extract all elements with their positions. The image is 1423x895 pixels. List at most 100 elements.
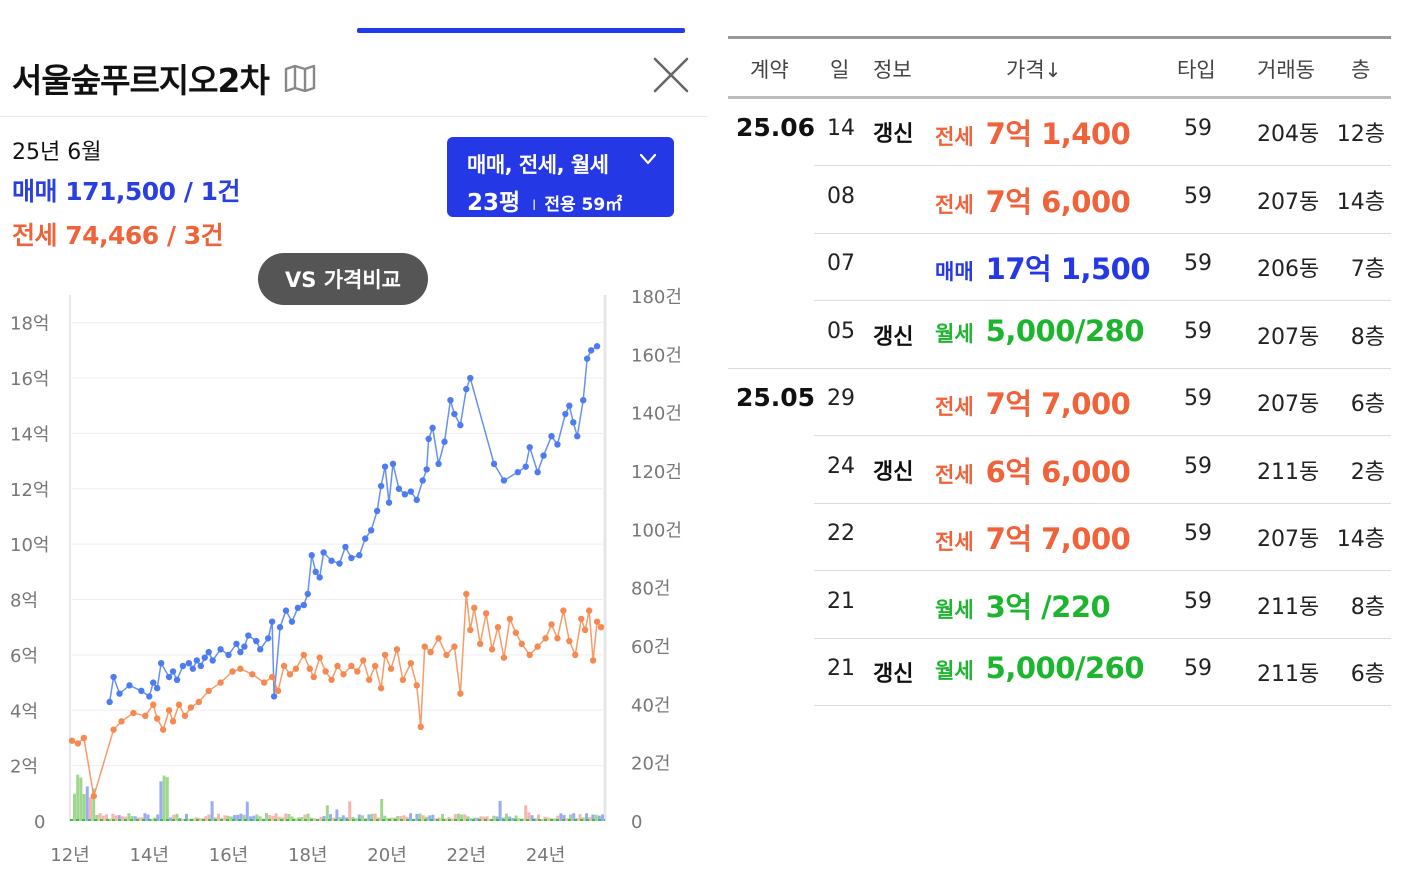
data-point (328, 557, 335, 564)
data-point (463, 590, 470, 598)
volume-bar (265, 813, 268, 821)
row-divider (814, 705, 1391, 706)
volume-bar (290, 816, 294, 821)
data-point (165, 673, 173, 681)
row-divider (814, 570, 1391, 571)
data-point (377, 684, 385, 692)
data-point (381, 651, 389, 659)
data-point (562, 410, 569, 418)
close-icon[interactable] (650, 54, 692, 96)
data-point (233, 640, 240, 648)
header-price[interactable]: 가격↓ (1006, 54, 1061, 84)
data-point (534, 468, 541, 476)
volume-bar (559, 813, 563, 821)
cell-price: 전세 7억 7,000 (935, 516, 1131, 558)
y-left-tick: 6억 (10, 646, 38, 667)
header-type[interactable]: 타입 (1177, 58, 1216, 82)
data-point (106, 698, 113, 706)
data-point (245, 632, 252, 639)
data-point (385, 499, 393, 506)
data-point (413, 496, 420, 504)
table-row[interactable]: 08 전세 7억 6,000 59 207동 14층 (728, 167, 1391, 234)
data-point (593, 343, 601, 350)
volume-bar (306, 813, 310, 821)
data-point (407, 488, 415, 495)
data-point (393, 646, 401, 653)
cell-floor: 14층 (1336, 527, 1385, 552)
price-kind: 월세 (935, 659, 974, 683)
row-divider (814, 165, 1391, 166)
data-point (274, 687, 282, 695)
data-point (366, 676, 373, 684)
price-value: 17억 1,500 (985, 252, 1151, 286)
table-row[interactable]: 24 갱신 전세 6억 6,000 59 211동 2층 (728, 437, 1391, 504)
data-point (342, 543, 349, 551)
data-point (292, 665, 300, 672)
cell-dong: 206동 (1257, 257, 1320, 282)
vs-compare-button[interactable]: VS 가격비교 (258, 253, 428, 305)
cell-dong: 207동 (1257, 392, 1320, 417)
header-info[interactable]: 정보 (873, 58, 912, 82)
table-row[interactable]: 07 매매 17억 1,500 59 206동 7층 (728, 234, 1391, 301)
volume-bar (325, 805, 329, 821)
map-icon[interactable] (283, 64, 317, 92)
table-row[interactable]: 21 월세 3억 /220 59 211동 8층 (728, 572, 1391, 639)
cell-price: 전세 7억 6,000 (935, 179, 1131, 221)
volume-bar (418, 813, 422, 821)
volume-bar (441, 813, 444, 821)
data-point (429, 424, 436, 432)
data-point (340, 671, 347, 678)
header-day[interactable]: 일 (830, 58, 850, 82)
row-divider (728, 367, 1391, 369)
cell-type: 59 (1184, 588, 1212, 614)
summary-sale: 매매 171,500 / 1건 (12, 177, 241, 206)
data-point (476, 640, 484, 648)
table-row[interactable]: 25.05 29 전세 7억 7,000 59 207동 6층 (728, 369, 1391, 436)
filter-button[interactable]: 매매, 전세, 월세 23평 I 전용 59㎡ (447, 137, 674, 217)
data-point (264, 635, 272, 642)
x-tick: 18년 (288, 845, 327, 866)
data-point (173, 676, 181, 684)
data-point (282, 607, 290, 614)
table-row[interactable]: 05 갱신 월세 5,000/280 59 207동 8층 (728, 302, 1391, 369)
y-left-tick: 14억 (10, 424, 49, 445)
data-point (457, 690, 464, 697)
data-point (175, 701, 183, 708)
data-point (181, 712, 189, 719)
header-floor[interactable]: 층 (1351, 58, 1371, 82)
transaction-table: 계약 일 정보 가격↓ 타입 거래동 층 25.06 14 갱신 전세 7억 1,400… (728, 36, 1391, 706)
table-row[interactable]: 25.06 14 갱신 전세 7억 1,400 59 204동 12층 (728, 99, 1391, 166)
data-point (580, 397, 587, 404)
data-point (471, 604, 478, 612)
data-point (300, 601, 308, 609)
price-kind: 월세 (935, 321, 974, 346)
row-divider (814, 502, 1391, 504)
volume-bar (354, 818, 358, 821)
title-row: 서울숲푸르지오2차 (12, 52, 317, 104)
volume-bar (585, 813, 588, 821)
data-point (578, 615, 585, 623)
data-point (126, 682, 133, 689)
volume-bar (73, 793, 76, 821)
volume-bar (546, 817, 550, 821)
volume-bar (101, 815, 105, 821)
table-row[interactable]: 22 전세 7억 7,000 59 207동 14층 (728, 504, 1391, 571)
cell-dong: 207동 (1257, 189, 1320, 215)
header-contract[interactable]: 계약 (750, 58, 789, 82)
data-point (482, 610, 490, 617)
volume-bar (508, 816, 512, 821)
table-row[interactable]: 21 갱신 월세 5,000/260 59 211동 6층 (728, 639, 1391, 706)
volume-bar (313, 818, 316, 821)
volume-bar (380, 799, 384, 821)
price-value: 5,000/280 (985, 313, 1145, 348)
data-point (526, 444, 533, 451)
data-point (74, 740, 82, 747)
data-point (217, 646, 224, 653)
data-point (150, 679, 157, 686)
volume-bar (277, 816, 281, 821)
data-point (195, 698, 202, 706)
header-dong[interactable]: 거래동 (1257, 58, 1315, 82)
data-point (268, 618, 276, 625)
volume-bar (495, 816, 499, 821)
data-point (328, 676, 335, 684)
